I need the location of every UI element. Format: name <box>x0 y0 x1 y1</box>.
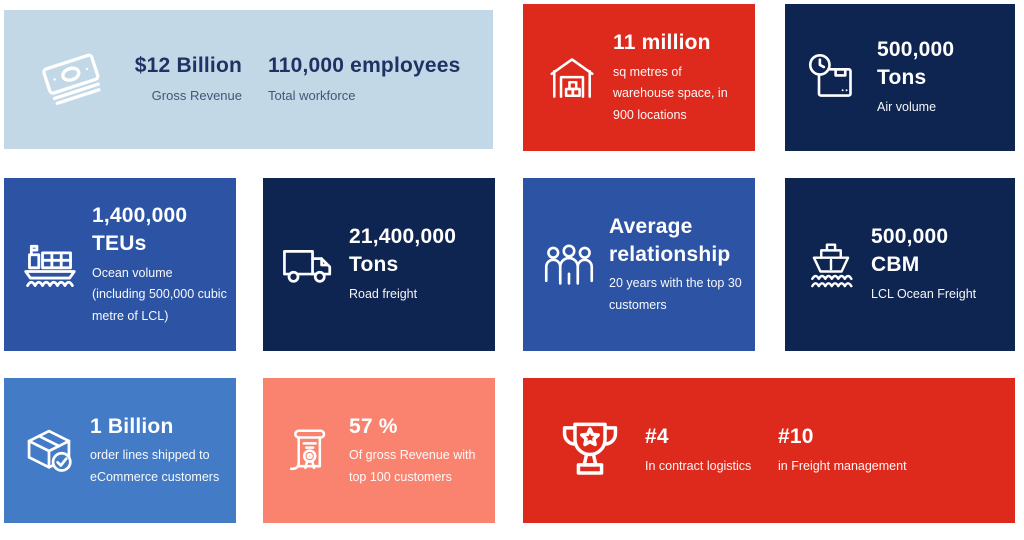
stat-value: #10 <box>778 425 814 449</box>
stat-card-ocean-volume: 1,400,000 TEUs Ocean volume (including 5… <box>4 178 236 351</box>
ship-front-icon <box>805 235 857 295</box>
stat-value: 500,000 Tons <box>877 38 955 90</box>
stat-value: 500,000 CBM <box>871 225 949 277</box>
revenue-stat: $12 Billion Gross Revenue <box>130 52 242 107</box>
truck-icon <box>279 236 337 294</box>
stat-value: 110,000 employees <box>268 53 461 77</box>
stat-label: Ocean volume (including 500,000 cubic me… <box>92 265 227 323</box>
stat-value: Average relationship <box>609 214 731 266</box>
trophy-icon <box>553 414 627 488</box>
stat-label: order lines shipped to eCommerce custome… <box>90 448 220 484</box>
stat-card-lcl-ocean-freight: 500,000 CBM LCL Ocean Freight <box>785 178 1015 351</box>
stat-label: 20 years with the top 30 customers <box>609 276 742 312</box>
stat-card-revenue-employees: $12 Billion Gross Revenue 110,000 employ… <box>4 10 493 149</box>
stat-label: Total workforce <box>268 87 356 103</box>
stat-card-average-relationship: Average relationship 20 years with the t… <box>523 178 755 351</box>
stat-label: Gross Revenue <box>151 87 242 103</box>
stat-label: in Freight management <box>778 459 907 474</box>
employees-stat: 110,000 employees Total workforce <box>268 52 461 107</box>
stat-card-top100-revenue: 57 % Of gross Revenue with top 100 custo… <box>263 378 495 523</box>
stat-card-air-volume: 500,000 Tons Air volume <box>785 4 1015 151</box>
contract-logistics-rank: #4 In contract logistics <box>645 423 778 477</box>
stat-value: 11 million <box>613 30 711 54</box>
stat-value: 1 Billion <box>90 414 174 438</box>
package-clock-icon <box>805 50 861 106</box>
stat-card-warehouse-space: 11 million sq metres of warehouse space,… <box>523 4 755 151</box>
stat-label: Air volume <box>877 100 937 115</box>
warehouse-icon <box>545 51 599 105</box>
stat-value: 21,400,000 Tons <box>349 225 457 277</box>
stat-card-ecommerce-orders: 1 Billion order lines shipped to eCommer… <box>4 378 236 523</box>
freight-management-rank: #10 in Freight management <box>778 423 907 477</box>
money-stack-icon <box>32 45 112 115</box>
stat-label: LCL Ocean Freight <box>871 287 977 302</box>
stat-value: $12 Billion <box>134 53 242 77</box>
stat-label: Road freight <box>349 287 418 302</box>
certificate-icon <box>281 422 335 480</box>
box-check-icon <box>20 422 78 480</box>
container-ship-icon <box>20 237 80 293</box>
people-group-icon <box>541 237 597 293</box>
stat-value: 57 % <box>349 414 398 438</box>
stat-value: #4 <box>645 425 669 449</box>
stat-card-industry-rankings: #4 In contract logistics #10 in Freight … <box>523 378 1015 523</box>
stat-label: Of gross Revenue with top 100 customers <box>349 448 476 484</box>
stat-label: sq metres of warehouse space, in 900 loc… <box>613 64 728 122</box>
stat-card-road-freight: 21,400,000 Tons Road freight <box>263 178 495 351</box>
stat-value: 1,400,000 TEUs <box>92 203 188 255</box>
stat-label: In contract logistics <box>645 459 752 474</box>
